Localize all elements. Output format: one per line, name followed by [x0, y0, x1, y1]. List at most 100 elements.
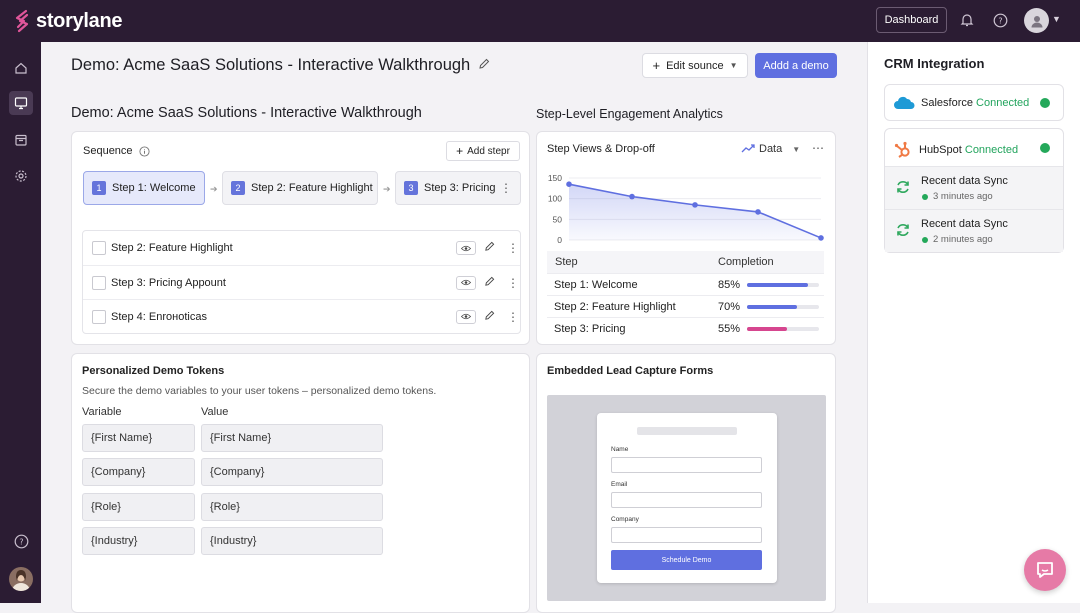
analytics-section-title: Step-Level Engagement Analytics — [536, 107, 723, 121]
plus-icon: + — [456, 144, 464, 158]
tokens-card: Personalized Demo Tokens Secure the demo… — [71, 353, 530, 613]
eye-icon[interactable] — [456, 241, 476, 255]
pencil-icon[interactable] — [484, 310, 495, 324]
hubspot-card[interactable]: HubSpot Connected Recent data Sync 3 min… — [884, 128, 1064, 253]
y-tick-label: 150 — [548, 173, 562, 183]
token-value-input[interactable]: {Role} — [201, 493, 383, 521]
table-header-row: Step Completion — [547, 251, 824, 273]
token-variable[interactable]: {Company} — [82, 458, 195, 486]
storylane-logo[interactable]: storylane — [14, 9, 123, 33]
salesforce-card[interactable]: Salesforce Connected — [884, 84, 1064, 121]
tokens-title: Personalized Demo Tokens — [82, 365, 225, 377]
step-checkbox[interactable] — [92, 309, 106, 324]
sequence-section-title: Demo: Acme SaaS Solutions - Interactive … — [71, 105, 422, 121]
step-name: Step 2: Feature Highlight — [554, 300, 676, 313]
completion-progress-bar — [747, 282, 819, 287]
help-icon[interactable]: ? — [991, 11, 1009, 29]
calendar-icon[interactable] — [9, 128, 33, 152]
token-value-input[interactable]: {First Name} — [201, 424, 383, 452]
status-dot — [1040, 98, 1050, 108]
more-options-icon[interactable]: ⋮ — [507, 309, 519, 324]
schedule-demo-button[interactable]: Schedule Demo — [611, 550, 762, 570]
sequence-chip-step-3[interactable]: 3 Step 3: Pricing ⋮ — [395, 171, 521, 205]
sync-time: 2 minutes ago — [933, 234, 993, 245]
more-options-icon[interactable]: ⋮ — [507, 241, 519, 255]
add-demo-button[interactable]: Addd a demo — [755, 53, 837, 78]
edit-title-pencil-icon[interactable] — [478, 56, 490, 75]
table-row: Step 3: Pricing 55% — [547, 317, 824, 339]
more-options-icon[interactable]: ⋮ — [507, 275, 519, 290]
more-options-icon[interactable]: ⋮ — [500, 181, 512, 195]
salesforce-name: Salesforce — [921, 97, 973, 109]
column-header-step: Step — [555, 256, 578, 268]
step-checkbox[interactable] — [92, 275, 106, 290]
add-step-button[interactable]: + Add stepr — [446, 141, 520, 161]
brand-name: storylane — [36, 9, 123, 32]
token-variable[interactable]: {Industry} — [82, 527, 195, 555]
info-icon[interactable] — [138, 145, 150, 157]
chat-launcher-button[interactable] — [1024, 549, 1066, 591]
progress-fill — [747, 326, 787, 331]
add-step-label: Add stepr — [467, 145, 510, 157]
data-dropdown[interactable]: Data ▼ — [741, 143, 800, 155]
edit-source-button[interactable]: + Edit sounce ▼ — [642, 53, 748, 78]
page-title-text: Demo: Acme SaaS Solutions - Interactive … — [71, 56, 471, 74]
plus-icon: + — [652, 58, 661, 73]
crm-title: CRM Integration — [884, 56, 985, 71]
pencil-icon[interactable] — [484, 241, 495, 255]
hubspot-line: HubSpot Connected — [893, 140, 1018, 160]
progress-fill — [747, 282, 809, 287]
step-number: 3 — [404, 181, 418, 195]
data-point[interactable] — [755, 209, 761, 215]
name-field[interactable] — [611, 457, 762, 473]
data-point[interactable] — [692, 202, 698, 208]
bell-icon[interactable] — [958, 11, 976, 29]
pencil-icon[interactable] — [484, 276, 495, 290]
sequence-chip-step-2[interactable]: 2 Step 2: Feature Highlight — [222, 171, 378, 205]
step-checkbox[interactable] — [92, 241, 106, 255]
settings-gear-icon[interactable] — [9, 164, 33, 188]
company-field[interactable] — [611, 527, 762, 543]
eye-icon[interactable] — [456, 309, 476, 324]
status-dot — [1040, 143, 1050, 153]
chevron-down-icon: ▼ — [792, 144, 801, 154]
sequence-chip-label: Step 2: Feature Highlight — [251, 182, 373, 194]
help-circle-icon[interactable]: ? — [9, 529, 33, 553]
form-header-placeholder — [637, 427, 737, 435]
user-avatar[interactable] — [1024, 8, 1049, 33]
step-number: 1 — [92, 181, 106, 195]
list-item[interactable]: Step 4: Enrонoticas ⋮ — [83, 299, 520, 333]
email-field[interactable] — [611, 492, 762, 508]
sequence-chip-label: Step 3: Pricing — [424, 182, 496, 194]
sync-icon — [895, 179, 911, 200]
token-variable[interactable]: {First Name} — [82, 424, 195, 452]
demos-icon[interactable] — [9, 91, 33, 115]
token-variable[interactable]: {Role} — [82, 493, 195, 521]
area-fill — [569, 184, 821, 240]
list-item[interactable]: Step 2: Feature Highlight ⋮ — [83, 231, 520, 265]
dashboard-button[interactable]: Dashboard — [876, 7, 947, 33]
hubspot-icon — [894, 141, 910, 158]
data-point[interactable] — [566, 181, 572, 187]
edit-source-label: Edit sounce — [666, 59, 724, 72]
sequence-title: Sequence — [83, 145, 133, 157]
svg-text:?: ? — [998, 16, 1002, 25]
token-value-input[interactable]: {Company} — [201, 458, 383, 486]
more-options-icon[interactable]: ⋯ — [812, 141, 824, 155]
profile-avatar[interactable] — [9, 567, 33, 591]
table-row: Step 2: Feature Highlight 70% — [547, 295, 824, 317]
analytics-card: Step Views & Drop-off Data ▼ ⋯ 150 100 50 0… — [536, 131, 836, 345]
sequence-chip-step-1[interactable]: 1 Step 1: Welcome — [83, 171, 205, 205]
data-point[interactable] — [629, 193, 635, 200]
hubspot-status: Connected — [964, 144, 1019, 156]
eye-icon[interactable] — [456, 275, 476, 290]
list-item[interactable]: Step 3: Pricing Appount ⋮ — [83, 265, 520, 299]
chevron-down-icon[interactable]: ▼ — [1052, 14, 1061, 24]
token-value-input[interactable]: {Industry} — [201, 527, 383, 555]
step-label: Step 3: Pricing Appount — [111, 276, 226, 289]
sync-time: 3 minutes ago — [933, 191, 993, 202]
data-point[interactable] — [818, 235, 824, 241]
column-header-completion: Completion — [718, 256, 774, 268]
completion-progress-bar — [747, 326, 819, 331]
home-icon[interactable] — [9, 56, 33, 80]
